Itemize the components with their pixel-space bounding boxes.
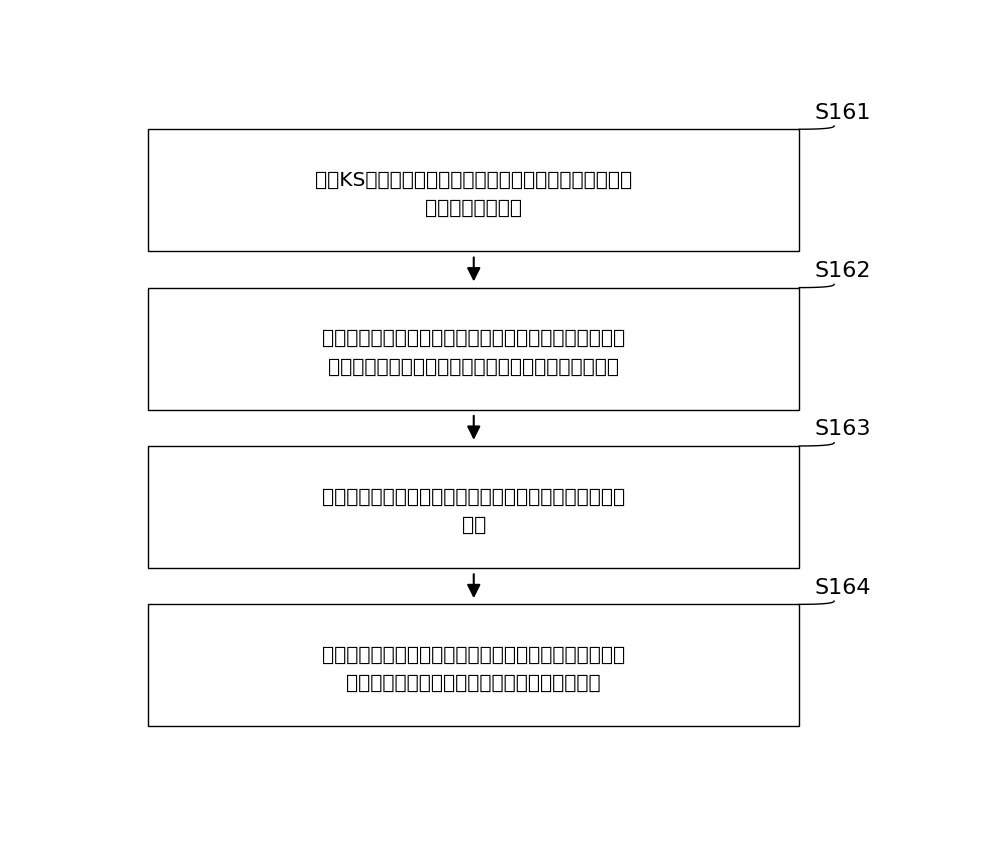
Text: 根据预设的结构和顺序连接各个类别的构网样本点，构成: 根据预设的结构和顺序连接各个类别的构网样本点，构成 bbox=[322, 329, 625, 349]
Text: 根据所述改进的仿生模式识别定性分析模型的骨架和拒识: 根据所述改进的仿生模式识别定性分析模型的骨架和拒识 bbox=[322, 646, 625, 665]
Text: 每一类样品的改进的仿生模式识别定性分析模型的骨架: 每一类样品的改进的仿生模式识别定性分析模型的骨架 bbox=[328, 357, 619, 376]
Text: 确定各类样品的改进的仿生模式识别定性分析模型的拒识: 确定各类样品的改进的仿生模式识别定性分析模型的拒识 bbox=[322, 488, 625, 506]
Text: 阈值: 阈值 bbox=[462, 516, 486, 535]
Text: S163: S163 bbox=[815, 419, 871, 440]
Text: S161: S161 bbox=[815, 103, 871, 123]
Text: S164: S164 bbox=[815, 578, 871, 598]
Bar bbox=[148, 446, 799, 568]
Bar bbox=[148, 604, 799, 727]
Text: 使用KS算法从所述模型训练数据集中每个类别的样品数据: 使用KS算法从所述模型训练数据集中每个类别的样品数据 bbox=[315, 171, 632, 190]
Bar bbox=[148, 129, 799, 251]
Text: 阈值确定所述改进的仿生模式识别定性分析模型: 阈值确定所述改进的仿生模式识别定性分析模型 bbox=[346, 674, 601, 693]
Text: S162: S162 bbox=[815, 261, 871, 281]
Bar bbox=[148, 288, 799, 410]
Text: 中选择构网样本点: 中选择构网样本点 bbox=[425, 199, 522, 218]
